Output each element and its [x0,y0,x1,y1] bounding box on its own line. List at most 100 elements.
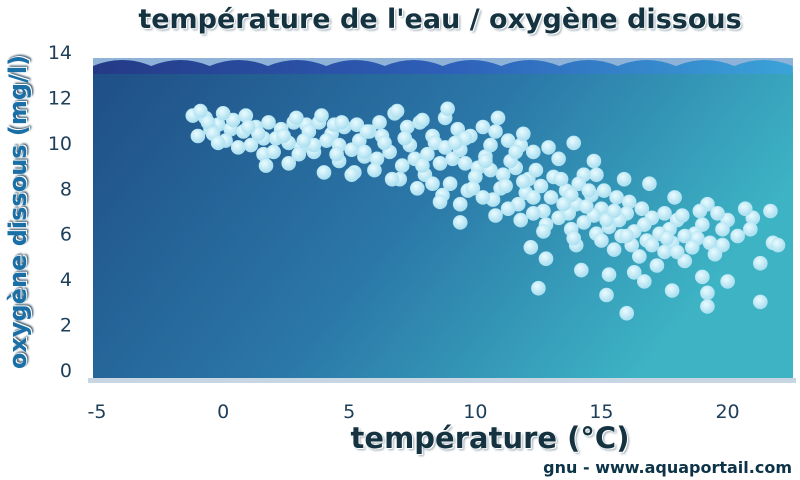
x-tick-label: 10 [463,401,487,423]
data-point [498,178,513,194]
x-tick-label: 5 [343,401,355,423]
data-point [193,103,208,119]
data-point [357,144,372,160]
chart-title: température de l'eau / oxygène dissous [138,4,742,35]
data-point [377,135,392,151]
data-point [619,228,635,244]
x-tick-label: 15 [589,401,613,423]
data-point [367,162,382,178]
data-point [457,156,473,171]
data-point [359,124,375,139]
data-point [475,119,491,135]
data-point [694,269,710,285]
data-point [525,190,541,205]
data-point [566,231,582,246]
data-point [447,135,463,151]
data-point [372,115,387,130]
data-point [556,196,571,212]
data-point [258,158,274,173]
data-point [513,212,529,228]
data-point [525,206,541,221]
data-point [314,108,329,123]
data-point [533,178,549,194]
x-axis-ticks: -5 0 5 10 15 20 [88,401,740,423]
data-point [619,305,635,321]
data-point [616,171,632,187]
data-point [659,231,675,246]
data-point [452,215,468,230]
water-wave [93,60,793,76]
data-point [394,158,410,173]
data-point [261,115,276,130]
data-point [440,101,455,117]
data-point [642,176,657,191]
y-tick-label: 2 [60,315,72,337]
data-point [770,237,786,253]
data-point [657,206,672,221]
data-point [742,221,758,237]
data-point [576,215,592,230]
data-point [667,190,682,205]
data-point [241,119,256,135]
data-point [230,140,246,155]
data-point [674,208,690,223]
data-point [415,112,430,128]
data-point [720,274,735,289]
y-tick-label: 10 [48,133,72,155]
data-point [541,140,556,155]
data-point [631,249,647,264]
data-point [415,158,430,173]
data-point [538,251,554,267]
data-point [657,244,672,260]
data-point [291,146,307,162]
data-point [243,137,259,153]
data-point [475,190,491,205]
data-point [596,183,612,198]
data-point [488,124,503,139]
data-point [432,194,448,210]
data-point [644,237,660,253]
water-bottom-edge [88,378,796,383]
data-point [715,221,730,237]
data-point [389,103,405,119]
data-point [594,233,609,248]
data-point [599,287,614,303]
source-credit: gnu - www.aquaportail.com [543,458,792,477]
data-point [500,201,516,216]
data-point [515,174,531,189]
y-tick-label: 8 [60,178,72,200]
data-point [692,203,708,219]
x-tick-label: 20 [715,401,739,423]
data-point [553,171,569,187]
data-point [707,246,723,262]
data-point [752,255,768,271]
data-point [432,156,448,171]
data-point [525,144,541,160]
data-point [626,264,642,280]
data-point [266,144,281,160]
data-points [185,101,786,321]
y-axis-label: oxygène dissous (mg/l) [4,54,32,370]
data-point [634,201,650,216]
x-axis-label: température (°C) [350,421,630,455]
data-point [334,115,350,130]
data-point [465,181,481,196]
data-point [281,156,297,171]
data-point [669,244,685,260]
y-tick-label: 6 [60,224,72,246]
data-point [409,181,425,196]
data-point [349,117,365,132]
data-point [730,228,745,244]
data-point [483,137,498,153]
data-point [636,217,652,232]
data-point [251,126,266,142]
data-point [664,283,680,298]
data-point [490,110,506,126]
data-point [384,171,400,187]
data-point [531,280,546,296]
data-point [296,133,312,148]
data-point [581,183,597,198]
data-point [288,110,304,126]
data-point [573,262,589,278]
